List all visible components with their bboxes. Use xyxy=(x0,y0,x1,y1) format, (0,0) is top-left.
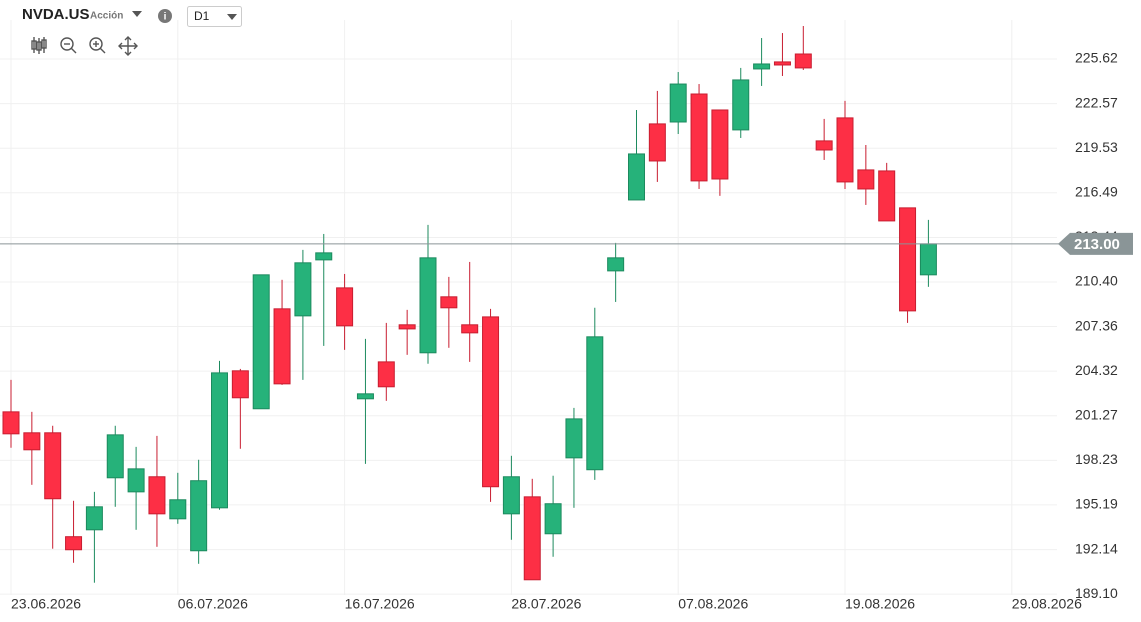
y-tick-label: 210.40 xyxy=(1075,273,1118,289)
y-tick-label: 192.14 xyxy=(1075,540,1118,556)
interval: D1 xyxy=(194,9,210,23)
x-tick-label: 06.07.2026 xyxy=(178,596,248,612)
interval-arrow xyxy=(227,14,237,20)
candle-body xyxy=(190,480,208,552)
candle-body xyxy=(711,109,729,180)
candle-body xyxy=(23,432,41,451)
x-tick-label: 28.07.2026 xyxy=(511,596,581,612)
candle-body xyxy=(315,252,333,261)
header: NVDA.US Acción i D1 xyxy=(22,6,242,56)
candle-body xyxy=(377,361,395,388)
zoom-out[interactable] xyxy=(60,37,77,54)
candle-body xyxy=(690,93,708,182)
x-tick-label: 07.08.2026 xyxy=(678,596,748,612)
zoom-in[interactable] xyxy=(89,37,106,54)
candle-body xyxy=(773,61,791,66)
pan-tool[interactable] xyxy=(118,36,138,56)
y-tick-label: 198.23 xyxy=(1075,451,1118,467)
info-icon[interactable] xyxy=(158,9,172,23)
x-tick-label: 16.07.2026 xyxy=(345,596,415,612)
candle-body xyxy=(482,316,500,488)
candle-body xyxy=(336,287,354,327)
candle-body xyxy=(669,83,687,123)
x-tick-label: 19.08.2026 xyxy=(845,596,915,612)
candle-body xyxy=(211,372,228,509)
candle-body xyxy=(44,432,62,500)
candle-body xyxy=(169,499,187,520)
candle-body xyxy=(732,79,750,131)
symbol-dropdown[interactable] xyxy=(132,11,142,17)
y-tick-label: 201.27 xyxy=(1075,407,1118,423)
y-tick-label: 195.19 xyxy=(1075,496,1118,512)
y-tick-label: 207.36 xyxy=(1075,317,1118,333)
candle-body xyxy=(565,418,583,459)
candle-body xyxy=(419,257,437,354)
candle-body xyxy=(2,411,20,435)
candle-body xyxy=(231,370,249,399)
candle-body xyxy=(899,207,917,312)
candle-body xyxy=(398,324,416,330)
candle-body xyxy=(523,496,541,581)
candle-body xyxy=(815,140,833,151)
candle-body xyxy=(461,324,479,334)
instrument-kind: Acción xyxy=(90,11,123,22)
candle-body xyxy=(586,336,604,471)
candle-body xyxy=(607,257,625,272)
candle-body xyxy=(85,506,103,531)
last-price-label: 213.00 xyxy=(1074,236,1120,253)
candle-body xyxy=(106,434,124,479)
candle-body xyxy=(544,503,562,535)
info-icon-glyph: i xyxy=(164,12,167,23)
candle-body xyxy=(857,169,875,190)
candle-body xyxy=(628,153,645,201)
symbol: NVDA.US xyxy=(22,6,90,23)
candle-body xyxy=(753,63,771,70)
y-tick-label: 225.62 xyxy=(1075,50,1118,66)
candle-body xyxy=(252,274,270,410)
candle-body xyxy=(878,170,896,222)
y-tick-label: 216.49 xyxy=(1075,183,1118,199)
candle-body xyxy=(919,243,937,276)
candles-tool[interactable] xyxy=(31,37,47,54)
candle-body xyxy=(794,53,812,69)
candle-body xyxy=(294,262,312,317)
x-tick-label: 29.08.2026 xyxy=(1012,596,1082,612)
candle-body xyxy=(65,536,83,551)
interval-select[interactable] xyxy=(187,6,242,27)
toolbar xyxy=(31,36,138,56)
candle-body xyxy=(148,476,166,515)
y-tick-label: 222.57 xyxy=(1075,94,1118,110)
candle-body xyxy=(648,123,666,162)
y-tick-label: 219.53 xyxy=(1075,139,1118,155)
last-price-tag xyxy=(1058,232,1133,255)
candle-body xyxy=(356,393,374,400)
axes: 189.10 192.14 195.19 198.23 201.27 204.32 207.… xyxy=(0,50,1133,612)
candles xyxy=(2,26,937,583)
candle-body xyxy=(273,308,291,385)
candle-body xyxy=(127,468,145,493)
candle-body xyxy=(836,117,854,183)
x-tick-label: 23.06.2026 xyxy=(11,596,81,612)
candle-body xyxy=(502,476,520,515)
y-tick-label: 204.32 xyxy=(1075,362,1118,378)
y-tick-label: 189.10 xyxy=(1075,585,1118,601)
candle-body xyxy=(440,296,458,309)
